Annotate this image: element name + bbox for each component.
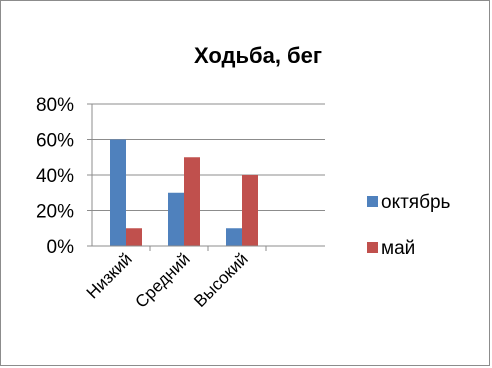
- y-axis-ticks: 0% 20% 40% 60% 80%: [36, 95, 74, 258]
- bar-октябрь-Высокий: [226, 228, 242, 246]
- y-tick-label: 20%: [36, 202, 74, 223]
- x-category-label: Средний: [132, 249, 194, 311]
- y-tick-label: 40%: [36, 166, 74, 187]
- y-tick-label: 80%: [36, 95, 74, 116]
- y-tick-label: 0%: [47, 237, 75, 258]
- legend: октябрь май: [367, 192, 451, 259]
- legend-swatch-май: [367, 242, 378, 253]
- bar-май-Низкий: [126, 228, 142, 246]
- legend-label-октябрь: октябрь: [381, 192, 451, 213]
- bar-май-Средний: [184, 157, 200, 246]
- x-category-label: Низкий: [83, 249, 136, 302]
- bars: [110, 139, 258, 246]
- bar-октябрь-Средний: [168, 192, 184, 246]
- chart-title: Ходьба, бег: [194, 43, 322, 68]
- legend-swatch-октябрь: [367, 196, 378, 207]
- bar-май-Высокий: [242, 175, 258, 246]
- x-category-label: Высокий: [190, 249, 252, 311]
- bar-октябрь-Низкий: [110, 139, 126, 246]
- gridlines: [92, 103, 325, 211]
- axes: [87, 103, 325, 251]
- y-tick-label: 60%: [36, 131, 74, 152]
- legend-label-май: май: [381, 238, 415, 259]
